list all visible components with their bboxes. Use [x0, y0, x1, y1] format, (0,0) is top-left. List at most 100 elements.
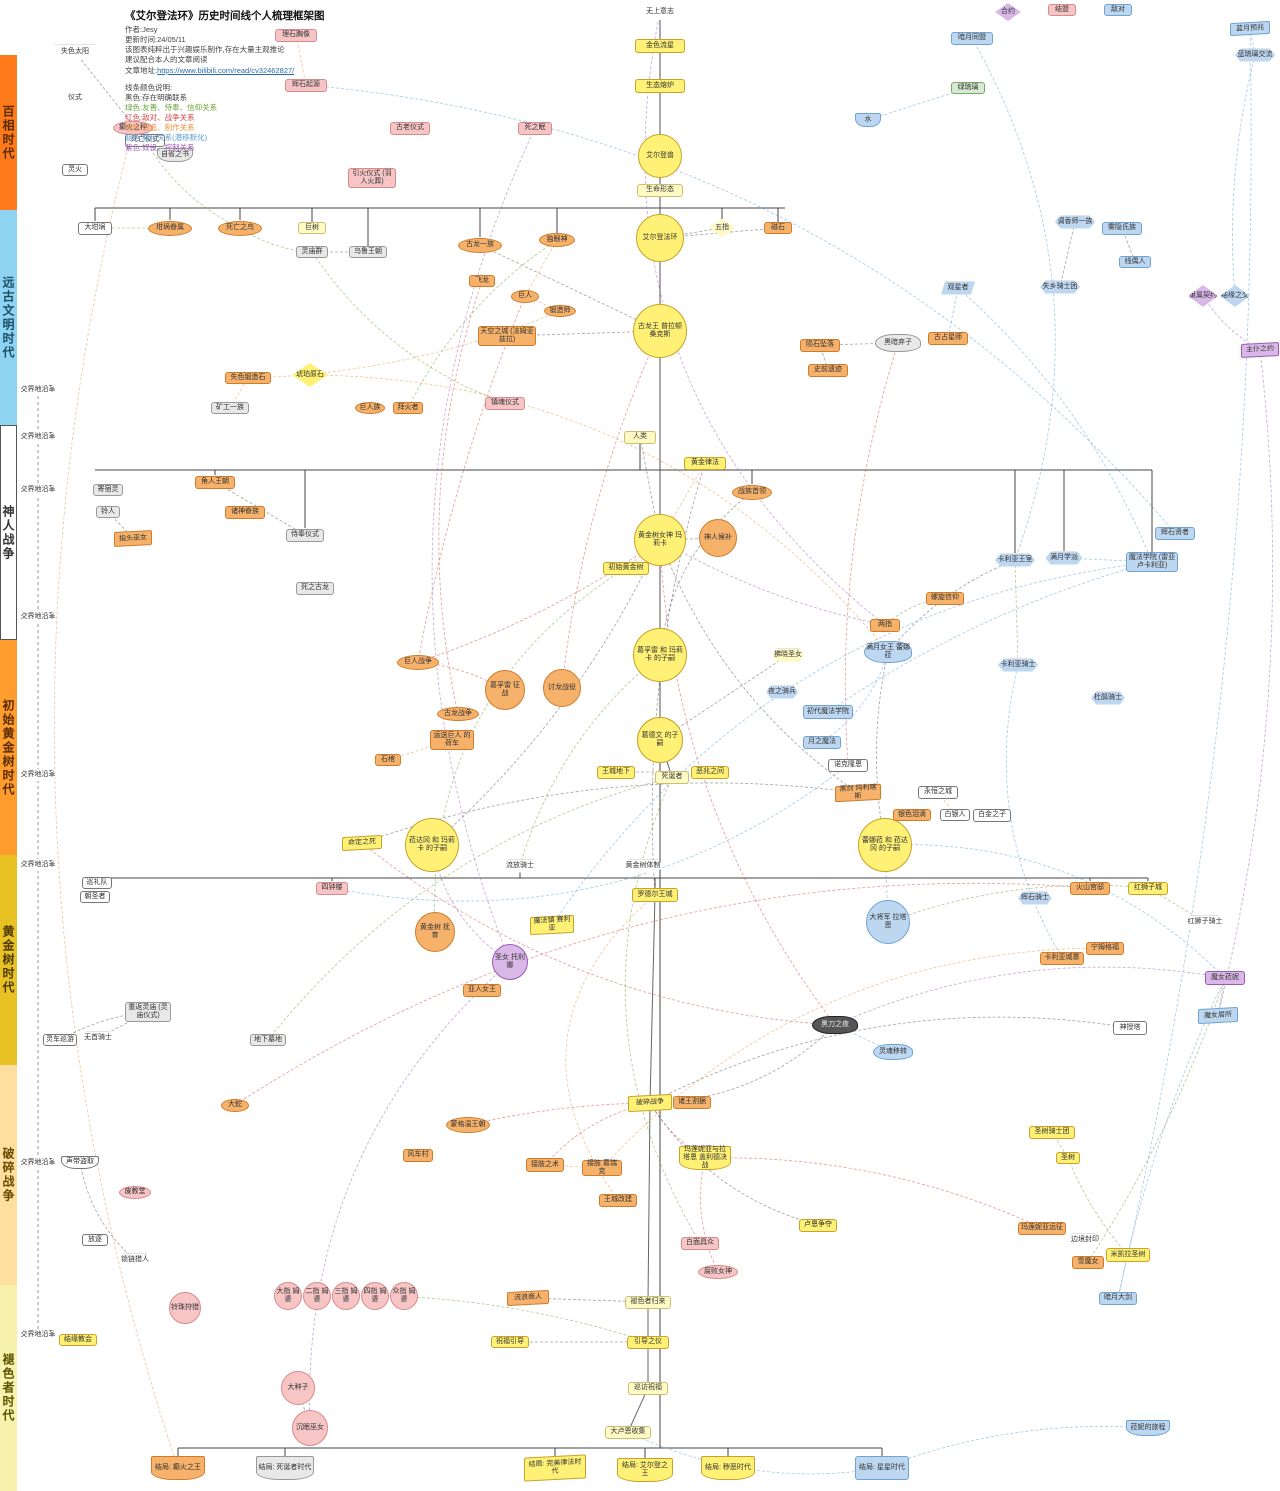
node-capital-rebuild: 王城改建	[599, 1193, 637, 1207]
node-water: 水	[855, 113, 881, 127]
era-band-label: 百相时代	[1, 104, 15, 161]
node-ending-elden-lord: 结局: 艾尔登之王	[617, 1458, 673, 1482]
node-greater-will: 无上意志	[632, 4, 688, 20]
era-band-label: 远古文明时代	[1, 275, 15, 360]
node-death-sleep: 死之眠	[518, 121, 552, 135]
node-destined-death: 命定之死	[342, 834, 382, 852]
edge-shattering--tarnished-return	[647, 1102, 651, 1303]
node-fullmoon-school: 满月学派	[1045, 551, 1083, 565]
edge-carian-royalty--carian-knights	[1014, 559, 1019, 666]
node-ancient-dragon-war: 古龙战争	[437, 707, 479, 721]
article-link-label: 文章地址:	[125, 65, 158, 75]
node-border-seal: 边境封印	[1068, 1233, 1102, 1247]
edge-nimgard--godrick	[601, 947, 1106, 1169]
node-faded-sun: 失色太阳	[54, 44, 96, 60]
node-darkmoon-blade: 暗月大剑	[1099, 1291, 1137, 1305]
node-death-dragon: 死之古龙	[296, 581, 334, 595]
node-headless-knight: 无首骑士	[82, 1031, 114, 1045]
node-soul-transfer: 灵魂移转	[873, 1044, 913, 1060]
node-sun-rite: 仪式	[63, 90, 87, 106]
node-mohgwyn: 蒙格温王朝	[446, 1117, 490, 1133]
node-mausoleum-return: 重返灵庙 (灵庙仪式)	[125, 1002, 171, 1022]
era-band-label: 黄金树时代	[1, 925, 15, 995]
node-academy: 魔法学院 (雷亚卢卡利亚)	[1126, 552, 1178, 572]
node-great-tree: 巨树	[298, 222, 326, 234]
node-witch-abode: 魔女居所	[1198, 1006, 1238, 1024]
edge-great-seed--sleep-witch	[297, 1387, 311, 1429]
node-four-belfries: 四钟楼	[316, 881, 348, 895]
node-snow-witch: 雪魔女	[1072, 1255, 1104, 1269]
node-giant-war: 巨人战争	[397, 654, 439, 670]
node-five-fingers: 五指	[709, 219, 735, 237]
title-block: 《艾尔登法环》历史时间线个人梳理框架图 作者:Jesy 更新时间:24/05/1…	[125, 8, 395, 153]
node-deathbirds: 死亡之鸟	[218, 220, 262, 236]
era-band-6: 破碎战争	[0, 1065, 17, 1285]
era-sidebar: 百相时代远古文明时代神人战争初始黄金树时代黄金树时代破碎战争褪色者时代	[0, 0, 17, 1491]
node-night-cavalry: 夜之骑兵	[766, 685, 798, 699]
node-omen-chamber: 恶兆之间	[691, 765, 729, 779]
node-host-spirit: 寄宿灵	[93, 484, 123, 496]
node-bond-church: 结缘教会	[59, 1334, 97, 1346]
node-bell-bearing-hunt: 铃珠狩猎	[169, 1292, 201, 1324]
edge-rune-war--shattering	[649, 1102, 819, 1226]
era-band-4: 初始黄金树时代	[0, 640, 17, 855]
node-perfumers: 调香师一族	[1054, 215, 1096, 229]
node-dawn-maiden: 拂晓圣女	[772, 648, 804, 662]
node-sellia: 魔法镇 赛利亚	[530, 914, 574, 936]
node-great-crucible: 大坩埚	[78, 221, 112, 235]
edge-ancient-dragon-war--dragons	[438, 280, 483, 715]
node-great-seed: 大种子	[281, 1371, 315, 1405]
node-era-marker-3: 交界地沿革	[19, 484, 57, 496]
node-ancient-rite: 古老仪式	[390, 121, 430, 135]
edge-divine-tower--shattering	[649, 1016, 1131, 1104]
legend-item-1: 绿色:友善、侍奉、信仰关系	[125, 102, 218, 112]
node-amber: 琥珀原石	[292, 363, 328, 387]
node-ally-top: 结盟	[1048, 4, 1076, 16]
node-marika: 黄金树女神 玛莉卡	[634, 514, 686, 566]
edge-leyndell--shattering	[649, 894, 656, 1104]
edge-volcano-manor--great-serpent	[234, 882, 1091, 1106]
legend-item-3: 橙色:创造、制作关系	[125, 123, 195, 132]
era-band-3: 神人战争	[0, 425, 17, 640]
node-pact-top: 合约	[995, 3, 1021, 21]
node-exiled-knights: 流放骑士	[501, 859, 539, 873]
node-ranni-witch: 魔女菈妮	[1205, 971, 1245, 985]
edge-shattering--grafting	[544, 1102, 651, 1166]
node-haligtree-knights: 圣树骑士团	[1029, 1125, 1075, 1139]
article-link[interactable]: https://www.bilibili.com/read/cv32462827…	[157, 65, 295, 75]
node-finger-crone-5: 众指 姆婆	[390, 1282, 418, 1310]
node-rennala: 满月女王 蕾娜菈	[864, 641, 912, 663]
edge-white-masks--deathborn	[624, 776, 701, 1244]
node-elden-beast: 艾尔登兽	[638, 134, 682, 178]
node-era-marker-7: 交界地沿革	[19, 1157, 57, 1169]
node-godwyn-children: 葛德文 的子嗣	[637, 717, 683, 763]
node-astrologers: 观星者	[941, 281, 975, 295]
node-golden-star: 金色流星	[635, 39, 685, 53]
node-hostile-top: 敌对	[1104, 4, 1132, 16]
edge-golden-order--leyndell	[651, 462, 706, 896]
era-band-2: 远古文明时代	[0, 210, 17, 425]
node-ending-frenzy: 结局: 癫火之王	[151, 1456, 205, 1480]
node-misbegotten-queen: 亚人女王	[463, 983, 501, 997]
node-rune-war: 卢恩争夺	[799, 1218, 837, 1232]
era-band-label: 神人战争	[1, 504, 15, 561]
node-glintstone-knights: 辉石骑士	[1018, 891, 1052, 905]
node-sleep-witch: 沉眠巫女	[292, 1410, 328, 1446]
node-marble-bust: 理石胸像	[275, 28, 317, 42]
node-blue-glass-exchange: 蓝琉璃交流	[1234, 48, 1276, 62]
node-spiral-faith: 螺旋信仰	[926, 591, 964, 605]
node-thread-people: 线偶人	[1119, 256, 1151, 268]
era-band-label: 破碎战争	[1, 1147, 15, 1203]
edge-catacombs--deathborn	[267, 776, 673, 1041]
legend-item-4: 蓝色:教化关系(潜移默化)	[125, 133, 208, 143]
node-ranni-journey: 菈妮的旅程	[1126, 1420, 1170, 1436]
era-band-7: 褪色者时代	[0, 1285, 17, 1491]
node-finger-crone-4: 四指 姆婆	[361, 1282, 389, 1310]
node-uhl-dynasty: 乌鲁王朝	[349, 246, 387, 258]
node-spirit-flame: 灵火	[62, 164, 88, 176]
node-death-rite: 死亡仪式	[125, 133, 165, 147]
node-st-trina: 圣女 托利娜	[492, 944, 528, 980]
node-god-kin: 诸神眷族	[225, 505, 265, 519]
edge-moon-magic--rennala	[821, 651, 889, 743]
node-meteor-fall: 陨石坠落	[800, 338, 840, 352]
